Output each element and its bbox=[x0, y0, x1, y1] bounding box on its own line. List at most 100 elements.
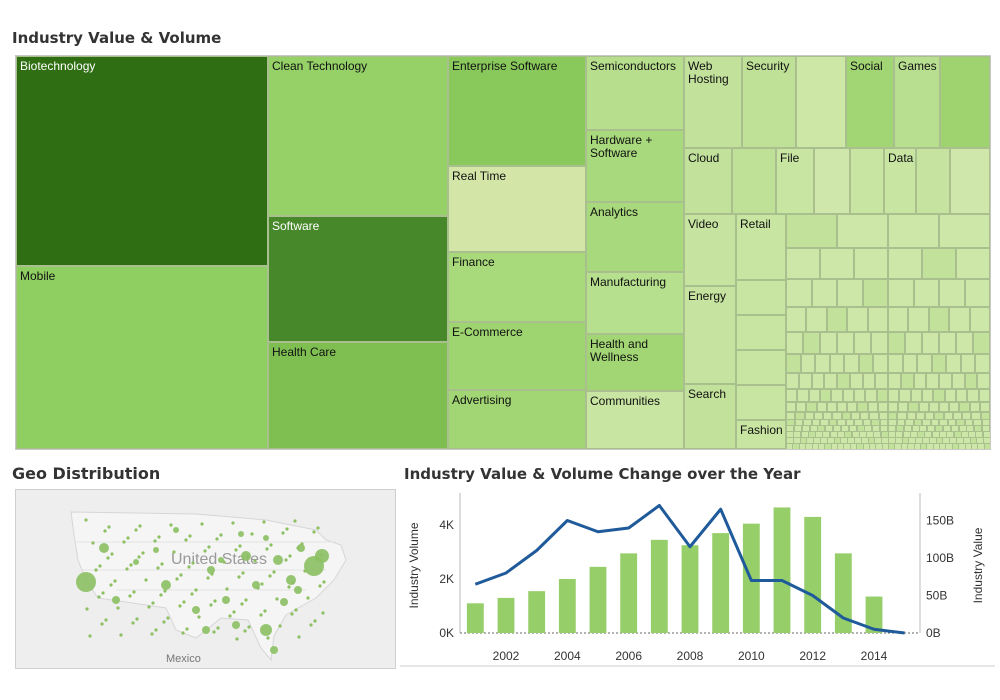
geo-dot bbox=[187, 565, 191, 569]
geo-dot bbox=[134, 528, 138, 532]
geo-dot bbox=[250, 532, 254, 536]
treemap-cell[interactable]: Advertising bbox=[448, 390, 586, 449]
volume-bar bbox=[773, 507, 791, 633]
right-tick-label: 150B bbox=[926, 514, 954, 528]
treemap-small-cell bbox=[797, 389, 809, 402]
treemap-cell[interactable]: Semiconductors bbox=[586, 56, 684, 130]
treemap-cell[interactable]: Clean Technology bbox=[268, 56, 448, 216]
geo-dot bbox=[306, 596, 310, 600]
treemap-small-cell bbox=[837, 402, 848, 412]
volume-bar bbox=[558, 579, 576, 633]
treemap-small-cell bbox=[875, 373, 888, 389]
treemap-cell[interactable]: Social bbox=[846, 56, 894, 148]
geo-dot bbox=[263, 609, 267, 613]
geo-dot bbox=[200, 522, 204, 526]
treemap-small-cell bbox=[888, 307, 909, 332]
treemap-cell[interactable]: Manufacturing bbox=[586, 272, 684, 334]
volume-bar bbox=[681, 545, 699, 633]
geo-dot bbox=[150, 632, 154, 636]
geo-map[interactable]: United States Mexico bbox=[15, 489, 396, 669]
treemap-cell[interactable]: Fashion bbox=[736, 420, 786, 449]
treemap-small-cell bbox=[736, 350, 786, 385]
treemap-cell[interactable]: Mobile bbox=[16, 266, 268, 449]
treemap-cell[interactable]: Health and Wellness bbox=[586, 334, 684, 391]
treemap-cell[interactable]: Health Care bbox=[268, 342, 448, 449]
geo-dot bbox=[190, 592, 194, 596]
geo-dot bbox=[321, 611, 325, 615]
treemap-small-cell bbox=[786, 354, 801, 373]
treemap-small-cell bbox=[842, 389, 854, 402]
treemap-small-cell bbox=[931, 354, 947, 373]
treemap-small-cell bbox=[973, 332, 990, 354]
geo-dot bbox=[153, 547, 159, 553]
treemap-small-cell bbox=[898, 402, 909, 412]
treemap-small-cell bbox=[806, 307, 827, 332]
geo-dot bbox=[100, 622, 104, 626]
treemap-cell[interactable]: Retail bbox=[736, 214, 786, 280]
treemap-cell[interactable]: Communities bbox=[586, 391, 684, 449]
treemap-cell[interactable]: Biotechnology bbox=[16, 56, 268, 266]
geo-dot bbox=[319, 553, 323, 557]
industry-treemap[interactable]: Biotechnology Mobile Clean Technology Softw… bbox=[15, 55, 991, 450]
treemap-small-cell bbox=[939, 332, 956, 354]
geo-dot bbox=[113, 579, 117, 583]
treemap-cell[interactable]: Energy bbox=[684, 286, 736, 384]
geo-dot bbox=[238, 531, 244, 537]
treemap-small-cell bbox=[798, 373, 812, 389]
treemap-cell[interactable]: Software bbox=[268, 216, 448, 342]
geo-dot bbox=[280, 598, 288, 606]
treemap-cell[interactable]: E-Commerce bbox=[448, 322, 586, 390]
treemap-small-cell bbox=[736, 385, 786, 420]
treemap-small-cell bbox=[944, 389, 956, 402]
treemap-small-cell bbox=[849, 373, 863, 389]
geo-dot bbox=[169, 523, 173, 527]
treemap-cell[interactable]: Real Time bbox=[448, 166, 586, 252]
geo-dot bbox=[232, 621, 240, 629]
treemap-cell[interactable]: Cloud bbox=[684, 148, 732, 214]
treemap-cell[interactable]: Search bbox=[684, 384, 736, 449]
treemap-small-cell bbox=[829, 354, 845, 373]
treemap-cell[interactable]: Enterprise Software bbox=[448, 56, 586, 166]
treemap-small-cell bbox=[786, 307, 807, 332]
treemap-cell[interactable]: Security bbox=[742, 56, 796, 148]
geo-dots bbox=[76, 518, 329, 654]
treemap-cell[interactable]: Hardware + Software bbox=[586, 130, 684, 202]
geo-dot bbox=[162, 620, 166, 624]
treemap-small-cell bbox=[826, 402, 837, 412]
geo-dot bbox=[207, 566, 215, 574]
treemap-cell[interactable]: Video bbox=[684, 214, 736, 286]
geo-dot bbox=[219, 533, 223, 537]
treemap-small-cell bbox=[888, 354, 903, 373]
treemap-small-cell bbox=[786, 373, 799, 389]
geo-dot bbox=[156, 566, 160, 570]
treemap-small-cell bbox=[979, 402, 990, 412]
treemap-cell[interactable]: Data bbox=[884, 148, 916, 214]
geo-dot bbox=[110, 552, 114, 556]
geo-dot bbox=[297, 635, 301, 639]
geo-dot bbox=[240, 602, 244, 606]
treemap-cell[interactable]: Games bbox=[894, 56, 940, 148]
geo-dot bbox=[303, 569, 307, 573]
geo-dot bbox=[263, 535, 269, 541]
volume-bar bbox=[497, 597, 515, 633]
geo-dot bbox=[194, 588, 198, 592]
geo-dot bbox=[315, 557, 319, 561]
treemap-small-cell bbox=[951, 373, 965, 389]
treemap-small-cell bbox=[816, 402, 827, 412]
treemap-cell[interactable]: Finance bbox=[448, 252, 586, 322]
geo-dot bbox=[138, 524, 142, 528]
geo-dot bbox=[112, 596, 120, 604]
geo-dot bbox=[285, 527, 289, 531]
x-tick-label: 2006 bbox=[615, 649, 642, 663]
geo-dot bbox=[278, 624, 282, 628]
treemap-cell[interactable]: File bbox=[776, 148, 814, 214]
treemap-small-cell bbox=[837, 279, 863, 307]
us-map: United States Mexico bbox=[16, 490, 395, 668]
treemap-small-cell bbox=[933, 389, 945, 402]
geo-dot bbox=[97, 595, 101, 599]
treemap-cell[interactable]: Analytics bbox=[586, 202, 684, 272]
treemap-cell[interactable]: Web Hosting bbox=[684, 56, 742, 148]
treemap-small-cell bbox=[888, 248, 922, 279]
geo-dot bbox=[273, 555, 283, 565]
geo-dot bbox=[206, 576, 210, 580]
